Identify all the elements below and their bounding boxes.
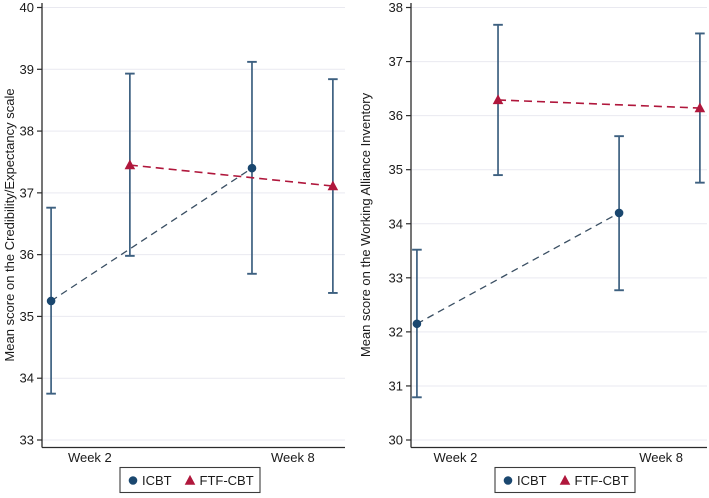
legend-marker-ftf-cbt	[559, 474, 571, 485]
data-point-ftf-cbt	[694, 102, 706, 113]
y-axis-title: Mean score on the Working Alliance Inven…	[358, 92, 373, 357]
y-tick-label: 34	[20, 371, 34, 386]
legend-label: ICBT	[517, 473, 547, 488]
y-tick-label: 40	[20, 0, 34, 15]
x-tick-label: Week 8	[639, 450, 683, 465]
y-tick-label: 33	[20, 433, 34, 448]
y-tick-label: 34	[389, 216, 403, 231]
y-tick-label: 31	[389, 378, 403, 393]
y-tick-label: 36	[389, 108, 403, 123]
y-tick-label: 36	[20, 247, 34, 262]
y-tick-label: 30	[389, 433, 403, 448]
trend-line-ftf-cbt	[497, 99, 700, 109]
y-tick-label: 32	[389, 324, 403, 339]
trend-line-ftf-cbt	[129, 164, 333, 187]
data-point-ftf-cbt	[327, 180, 339, 191]
trend-line-icbt	[416, 212, 620, 325]
x-tick-label: Week 2	[68, 450, 112, 465]
y-tick-label: 33	[389, 270, 403, 285]
x-tick-label: Week 8	[271, 450, 315, 465]
y-tick-label: 35	[20, 309, 34, 324]
y-tick-label: 38	[20, 124, 34, 139]
y-tick-label: 37	[20, 185, 34, 200]
legend-marker-ftf-cbt	[184, 474, 196, 485]
y-tick-label: 35	[389, 162, 403, 177]
data-point-ftf-cbt	[492, 94, 504, 105]
y-axis-title: Mean score on the Credibility/Expectancy…	[2, 88, 17, 361]
data-point-icbt	[614, 208, 624, 218]
y-tick-label: 39	[20, 62, 34, 77]
legend-label: FTF-CBT	[200, 473, 254, 488]
data-point-icbt	[247, 163, 257, 173]
y-tick-label: 38	[389, 0, 403, 15]
chart-canvas: 30 31 32 33 34 35 36 37 38 Week 2 Week 8 Mean score…	[358, 0, 707, 494]
legend: ICBT FTF-CBT	[119, 466, 261, 494]
chart-canvas: 33 34 35 36 37 38 39 40 Week 2 Week 8 Mean score o…	[2, 0, 345, 494]
chart-credibility-expectancy: 33 34 35 36 37 38 39 40 Week 2 Week 8 Mean score o…	[0, 0, 354, 498]
chart-working-alliance: 30 31 32 33 34 35 36 37 38 Week 2 Week 8 Mean score…	[354, 0, 709, 498]
data-point-icbt	[412, 319, 422, 329]
legend-marker-icbt	[503, 476, 513, 485]
legend-label: ICBT	[142, 473, 172, 488]
trend-line-icbt	[50, 167, 253, 302]
y-tick-label: 37	[389, 54, 403, 69]
x-tick-label: Week 2	[433, 450, 477, 465]
data-point-ftf-cbt	[124, 159, 136, 170]
data-point-icbt	[46, 296, 56, 306]
legend-label: FTF-CBT	[575, 473, 629, 488]
legend: ICBT FTF-CBT	[494, 466, 636, 494]
legend-marker-icbt	[128, 476, 138, 485]
